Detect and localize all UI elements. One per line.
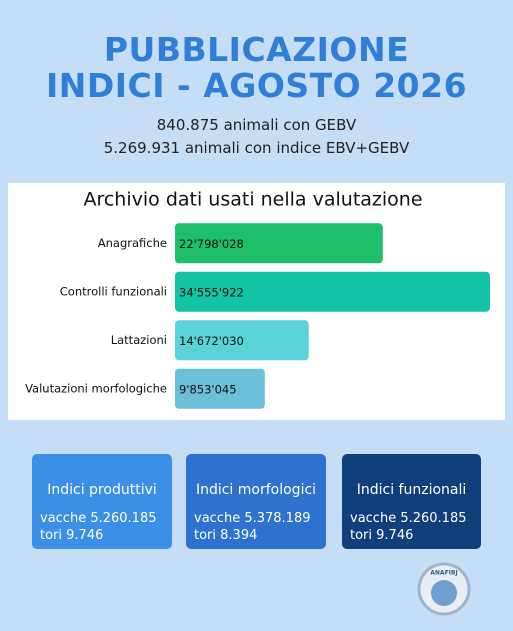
logo-inner xyxy=(431,580,457,606)
logo: ANAFIBJ xyxy=(417,562,471,616)
card: Indici funzionali vacche 5.260.185 tori 9.… xyxy=(342,454,481,549)
value-label: 9'853'045 xyxy=(179,382,237,396)
value-label: 14'672'030 xyxy=(179,334,244,348)
logo-text: ANAFIBJ xyxy=(430,570,457,577)
category-label: Valutazioni morfologiche xyxy=(25,381,167,395)
bar xyxy=(175,368,265,409)
card-line: vacche 5.378.189 xyxy=(194,511,311,526)
chart-title: Archivio dati usati nella valutazione xyxy=(83,189,422,211)
card-line: vacche 5.260.185 xyxy=(350,511,467,526)
chart: Archivio dati usati nella valutazione An… xyxy=(8,183,505,420)
card-line: tori 9.746 xyxy=(350,528,414,543)
subtitle-line: 840.875 animali con GEBV xyxy=(156,116,357,134)
card: Indici produttivi vacche 5.260.185 tori 9.… xyxy=(32,454,172,549)
card: Indici morfologici vacche 5.378.189 tori 8… xyxy=(186,454,326,549)
bar xyxy=(175,320,309,361)
title-line: PUBBLICAZIONE xyxy=(103,30,410,69)
card-title: Indici produttivi xyxy=(47,482,157,498)
card-line: tori 8.394 xyxy=(194,528,258,543)
title-line: INDICI - AGOSTO 2026 xyxy=(45,66,468,105)
card-line: vacche 5.260.185 xyxy=(40,511,157,526)
category-label: Anagrafiche xyxy=(98,236,167,250)
subtitle-line: 5.269.931 animali con indice EBV+GEBV xyxy=(103,139,410,157)
category-label: Lattazioni xyxy=(111,333,167,347)
value-label: 22'798'028 xyxy=(179,237,244,251)
card-line: tori 9.746 xyxy=(40,528,104,543)
value-label: 34'555'922 xyxy=(179,285,244,299)
bar xyxy=(175,271,490,312)
card-title: Indici morfologici xyxy=(195,482,317,498)
category-label: Controlli funzionali xyxy=(60,284,167,298)
card-title: Indici funzionali xyxy=(356,482,467,498)
bar xyxy=(175,223,383,264)
